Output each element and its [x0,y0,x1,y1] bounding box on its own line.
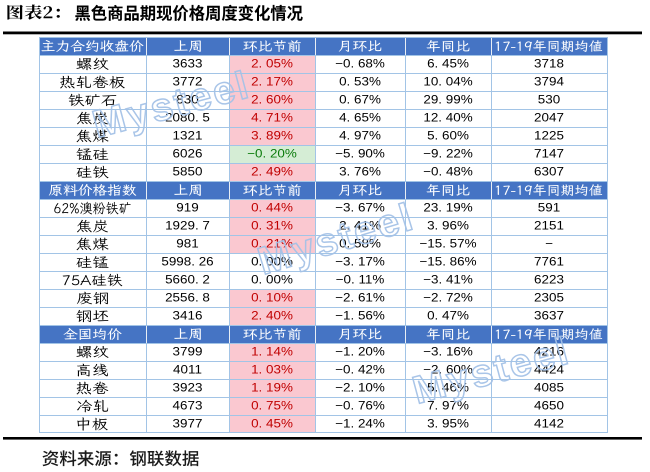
svg-text:2. 40%: 2. 40% [251,308,293,322]
svg-text:−15. 86%: −15. 86% [419,254,476,268]
svg-text:2305: 2305 [534,290,564,304]
svg-text:−2. 10%: −2. 10% [335,380,385,394]
svg-text:4216: 4216 [534,344,564,358]
svg-text:−2. 60%: −2. 60% [423,362,473,376]
svg-text:3799: 3799 [173,344,203,358]
svg-text:1929. 7: 1929. 7 [165,218,210,232]
svg-text:−3. 41%: −3. 41% [423,272,473,286]
svg-text:0. 44%: 0. 44% [251,200,293,214]
svg-text:5. 46%: 5. 46% [427,380,469,394]
svg-text:−9. 22%: −9. 22% [423,146,473,160]
svg-text:530: 530 [538,92,560,106]
svg-text:−: − [545,236,553,250]
svg-text:−1. 20%: −1. 20% [335,344,385,358]
svg-text:1. 03%: 1. 03% [251,362,293,376]
svg-text:1321: 1321 [173,128,203,142]
svg-text:3. 95%: 3. 95% [427,416,469,430]
svg-text:5. 60%: 5. 60% [427,128,469,142]
svg-text:7147: 7147 [534,146,564,160]
svg-text:−0. 11%: −0. 11% [336,272,385,286]
svg-text:4650: 4650 [534,398,564,412]
svg-text:−1. 24%: −1. 24% [335,416,385,430]
svg-text:830: 830 [176,92,198,106]
svg-text:981: 981 [176,236,198,250]
svg-text:0. 53%: 0. 53% [339,74,381,88]
svg-text:3637: 3637 [534,308,564,322]
svg-text:1225: 1225 [534,128,564,142]
svg-text:4424: 4424 [534,362,564,376]
svg-text:0. 67%: 0. 67% [339,92,381,106]
svg-text:0. 47%: 0. 47% [427,308,469,322]
svg-text:−0. 48%: −0. 48% [423,164,473,178]
svg-text:3977: 3977 [173,416,203,430]
svg-text:3416: 3416 [173,308,203,322]
svg-text:7761: 7761 [534,254,564,268]
svg-text:0. 75%: 0. 75% [251,398,293,412]
svg-text:2. 05%: 2. 05% [251,56,293,70]
svg-text:3794: 3794 [534,74,564,88]
svg-text:4011: 4011 [173,362,202,376]
svg-text:4142: 4142 [534,416,564,430]
svg-text:12. 40%: 12. 40% [423,110,472,124]
svg-text:5850: 5850 [173,164,203,178]
svg-text:3923: 3923 [173,380,203,394]
svg-text:−2. 72%: −2. 72% [423,290,473,304]
svg-text:2080. 5: 2080. 5 [165,110,210,124]
svg-text:−1. 56%: −1. 56% [335,308,385,322]
svg-text:2. 60%: 2. 60% [251,92,293,106]
svg-text:0. 10%: 0. 10% [251,290,293,304]
svg-text:−0. 42%: −0. 42% [335,362,385,376]
svg-text:−2. 61%: −2. 61% [335,290,385,304]
svg-text:5660. 2: 5660. 2 [165,272,210,286]
svg-text:3. 89%: 3. 89% [251,128,293,142]
svg-text:591: 591 [538,200,560,214]
svg-text:4. 65%: 4. 65% [339,110,381,124]
svg-text:0. 58%: 0. 58% [339,236,381,250]
svg-text:0. 00%: 0. 00% [251,254,293,268]
svg-text:2. 41%: 2. 41% [339,218,381,232]
svg-text:−15. 57%: −15. 57% [419,236,476,250]
svg-text:23. 19%: 23. 19% [423,200,472,214]
svg-text:1. 14%: 1. 14% [251,344,293,358]
svg-text:10. 04%: 10. 04% [423,74,472,88]
svg-text:2. 49%: 2. 49% [251,164,293,178]
svg-text:6223: 6223 [534,272,564,286]
svg-text:2556. 8: 2556. 8 [165,290,210,304]
svg-text:−0. 68%: −0. 68% [335,56,385,70]
svg-text:3. 76%: 3. 76% [339,164,381,178]
svg-text:0. 45%: 0. 45% [251,416,293,430]
svg-text:2. 17%: 2. 17% [251,74,293,88]
svg-text:3718: 3718 [534,56,564,70]
svg-text:0. 00%: 0. 00% [251,272,293,286]
svg-text:919: 919 [176,200,198,214]
svg-text:3772: 3772 [173,74,203,88]
svg-text:4. 71%: 4. 71% [251,110,293,124]
svg-text:2151: 2151 [534,218,564,232]
svg-text:4673: 4673 [173,398,203,412]
svg-text:6. 45%: 6. 45% [427,56,469,70]
svg-text:−5. 90%: −5. 90% [335,146,385,160]
svg-text:−0. 20%: −0. 20% [247,146,297,160]
svg-text:0. 21%: 0. 21% [251,236,293,250]
svg-text:7. 97%: 7. 97% [427,398,469,412]
svg-text:−3. 16%: −3. 16% [423,344,473,358]
svg-text:6026: 6026 [173,146,203,160]
svg-text:4. 97%: 4. 97% [339,128,381,142]
svg-text:4085: 4085 [534,380,564,394]
svg-text:6307: 6307 [534,164,564,178]
svg-text:5998. 26: 5998. 26 [161,254,213,268]
svg-text:−3. 67%: −3. 67% [335,200,385,214]
svg-text:−0. 76%: −0. 76% [335,398,385,412]
svg-text:3633: 3633 [173,56,203,70]
svg-text:3. 96%: 3. 96% [427,218,469,232]
svg-text:0. 31%: 0. 31% [251,218,293,232]
svg-text:2047: 2047 [534,110,564,124]
svg-text:29. 99%: 29. 99% [423,92,472,106]
svg-text:−3. 17%: −3. 17% [335,254,385,268]
svg-text:1. 19%: 1. 19% [251,380,293,394]
